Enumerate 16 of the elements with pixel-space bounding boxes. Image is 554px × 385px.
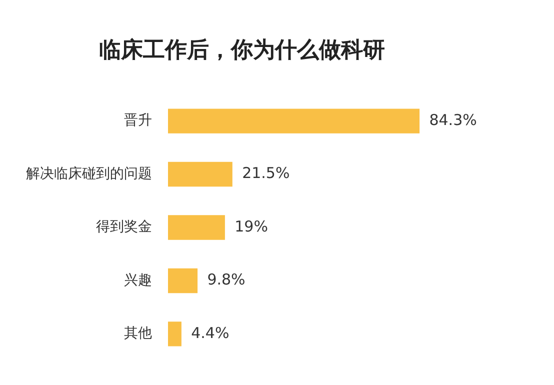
- y-tick-label: 其他: [124, 326, 152, 342]
- bar: [168, 108, 420, 134]
- y-tick-label: 晋升: [124, 112, 152, 129]
- data-label: 9.8%: [207, 270, 246, 289]
- data-label: 19%: [234, 217, 268, 236]
- y-tick-label: 解决临床碰到的问题: [26, 166, 152, 182]
- data-label: 21.5%: [242, 164, 290, 182]
- bar: [168, 162, 232, 187]
- bar: [168, 322, 182, 346]
- bar: [168, 268, 198, 294]
- chart-title: 临床工作后，你为什么做科研: [99, 36, 385, 63]
- data-label: 4.4%: [191, 324, 230, 342]
- y-tick-label: 兴趣: [124, 272, 152, 288]
- bar: [168, 215, 225, 240]
- data-label: 84.3%: [429, 110, 477, 129]
- y-tick-label: 得到奖金: [96, 219, 152, 236]
